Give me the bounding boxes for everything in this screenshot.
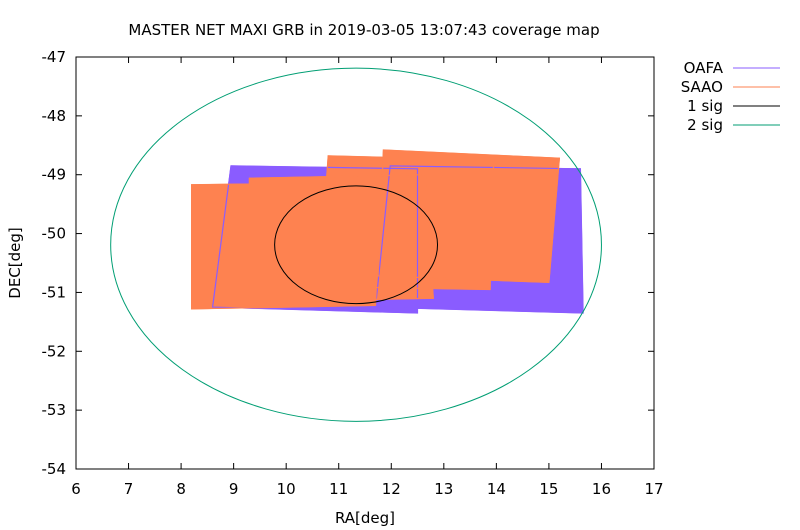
y-axis-title: DEC[deg] bbox=[6, 227, 24, 298]
x-tick-label: 14 bbox=[487, 480, 506, 498]
saao-field-outline-1 bbox=[191, 181, 382, 310]
x-tick-label: 8 bbox=[176, 480, 186, 498]
oafa-field-outline-1 bbox=[211, 165, 419, 314]
legend-label: 1 sig bbox=[687, 97, 723, 115]
saao-field-outline-2 bbox=[318, 155, 495, 291]
x-tick-label: 17 bbox=[644, 480, 663, 498]
x-tick-label: 15 bbox=[539, 480, 558, 498]
x-tick-label: 12 bbox=[382, 480, 401, 498]
legend-label: 2 sig bbox=[687, 116, 723, 134]
plot-frame bbox=[75, 56, 655, 470]
x-tick-label: 6 bbox=[71, 480, 81, 498]
legend-label: SAAO bbox=[681, 78, 723, 96]
legend-label: OAFA bbox=[684, 59, 724, 77]
y-tick-label: -52 bbox=[42, 342, 67, 360]
saao-field-outline-4 bbox=[248, 174, 434, 303]
1-sig-ellipse bbox=[274, 185, 439, 305]
plot-area bbox=[110, 67, 602, 422]
y-tick-label: -47 bbox=[42, 48, 67, 66]
x-tick-label: 9 bbox=[229, 480, 239, 498]
y-tick-label: -49 bbox=[42, 166, 67, 184]
y-tick-label: -50 bbox=[42, 225, 67, 243]
x-tick-label: 7 bbox=[124, 480, 134, 498]
saao-field-outline-3 bbox=[377, 149, 561, 284]
x-axis: 6 7 8 9 10 11 12 13 14 15 16 17 bbox=[71, 57, 664, 498]
x-axis-title: RA[deg] bbox=[335, 509, 395, 527]
x-tick-label: 16 bbox=[592, 480, 611, 498]
oafa-field-outline-2 bbox=[374, 165, 584, 314]
x-tick-label: 11 bbox=[329, 480, 348, 498]
x-tick-label: 13 bbox=[434, 480, 453, 498]
2-sig-ellipse bbox=[110, 67, 602, 422]
y-tick-label: -54 bbox=[42, 460, 67, 478]
y-tick-label: -51 bbox=[42, 283, 67, 301]
y-axis: -47 -48 -49 -50 -51 -52 -53 -54 bbox=[42, 48, 654, 478]
y-tick-label: -48 bbox=[42, 107, 67, 125]
x-tick-label: 10 bbox=[277, 480, 296, 498]
chart-title: MASTER NET MAXI GRB in 2019-03-05 13:07:… bbox=[128, 21, 599, 39]
y-tick-label: -53 bbox=[42, 401, 67, 419]
saao-field-4 bbox=[248, 174, 434, 303]
